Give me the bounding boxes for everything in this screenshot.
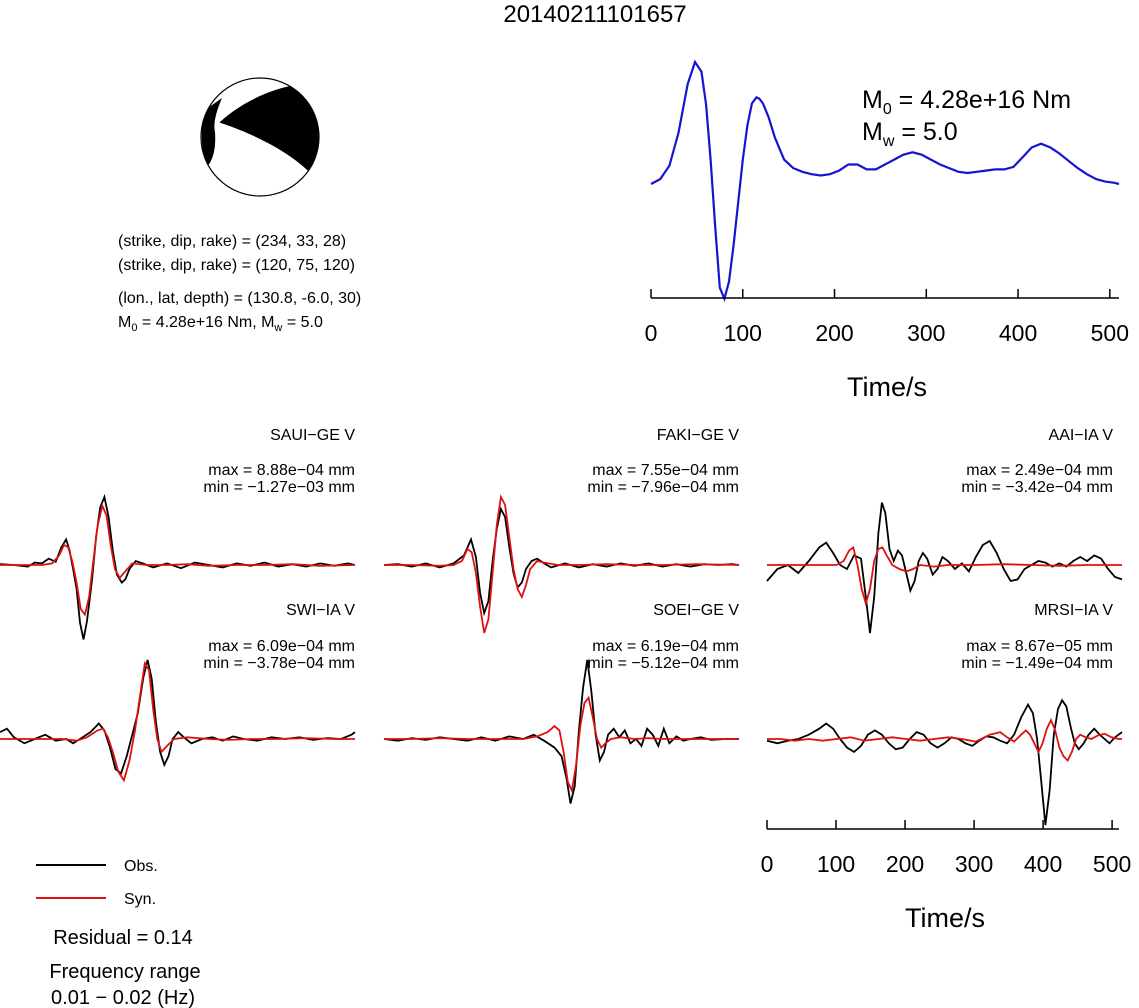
station-min: min = −3.78e−04 mm — [203, 655, 355, 672]
plane1-text: (strike, dip, rake) = (234, 33, 28) — [118, 233, 346, 250]
plane2-text: (strike, dip, rake) = (120, 75, 120) — [118, 257, 355, 274]
moment-value: = 4.28e+16 Nm, M — [137, 314, 274, 331]
magnitude-value: = 5.0 — [282, 314, 323, 331]
beachball — [200, 77, 320, 197]
station-max: max = 7.55e−04 mm — [592, 462, 739, 479]
frequency-range-value: 0.01 − 0.02 (Hz) — [51, 987, 195, 1008]
observed-waveform — [383, 659, 739, 804]
synthetic-waveform — [0, 502, 356, 617]
moment-text: M0 = 4.28e+16 Nm, Mw = 5.0 — [118, 314, 323, 334]
station-max: max = 6.09e−04 mm — [208, 638, 355, 655]
moment-subscript-zero: 0 — [131, 322, 137, 334]
station-label: AAI−IA V — [1049, 427, 1114, 444]
stf-moment-subscript: 0 — [883, 101, 892, 118]
stf-tick-label: 200 — [815, 320, 853, 346]
stf-mw-value: = 5.0 — [894, 118, 957, 146]
stf-tick-label: 0 — [645, 320, 658, 346]
observed-waveform — [383, 506, 740, 617]
station-label: SOEI−GE V — [653, 602, 739, 619]
beachball-nodal-line — [219, 121, 311, 173]
stf-tick-label: 400 — [999, 320, 1037, 346]
synthetic-waveform — [384, 494, 740, 634]
stf-xlabel: Time/s — [847, 372, 927, 402]
station-min: min = −7.96e−04 mm — [587, 479, 739, 496]
observed-waveform — [766, 698, 1123, 826]
waveform-tick-label: 500 — [1093, 851, 1131, 877]
station-min: min = −5.12e−04 mm — [587, 655, 739, 672]
stf-moment-label: M0 = 4.28e+16 Nm — [862, 86, 1071, 118]
synthetic-waveform — [767, 545, 1122, 607]
synthetic-waveform — [0, 660, 355, 783]
station-label: FAKI−GE V — [657, 427, 740, 444]
stf-panel: M0 = 4.28e+16 Nm Mw = 5.0 0 100 200 300 400 5… — [645, 59, 1129, 402]
station-min: min = −3.42e−04 mm — [961, 479, 1113, 496]
synthetic-waveform — [767, 717, 1122, 763]
observed-waveform — [766, 502, 1123, 634]
waveform-xlabel: Time/s — [905, 903, 985, 933]
waveform-tick-label: 400 — [1024, 851, 1062, 877]
moment-m-symbol: M — [118, 314, 131, 331]
magnitude-subscript-w: w — [273, 322, 282, 334]
stf-x-axis: 0 100 200 300 400 500 — [645, 289, 1129, 346]
stf-tick-label: 100 — [724, 320, 762, 346]
legend-syn-label: Syn. — [124, 891, 156, 908]
stf-line — [650, 59, 1120, 303]
stf-tick-label: 500 — [1091, 320, 1129, 346]
station-min: min = −1.49e−04 mm — [961, 655, 1113, 672]
beachball-outline — [200, 77, 320, 197]
legend: Obs. Syn. — [36, 858, 158, 908]
location-text: (lon., lat, depth) = (130.8, -6.0, 30) — [118, 290, 361, 307]
station-max: max = 8.67e−05 mm — [966, 638, 1113, 655]
figure-title: 20140211101657 — [503, 1, 686, 28]
legend-obs-label: Obs. — [124, 858, 158, 875]
station-label: SWI−IA V — [286, 602, 355, 619]
station-label: SAUI−GE V — [270, 427, 355, 444]
waveform-x-axis: 0 100 200 300 400 500 — [761, 820, 1131, 877]
residual-text: Residual = 0.14 — [53, 927, 193, 949]
station-max: max = 8.88e−04 mm — [208, 462, 355, 479]
mechanism-info: (strike, dip, rake) = (234, 33, 28) (str… — [118, 233, 361, 334]
station-min: min = −1.27e−03 mm — [203, 479, 355, 496]
observed-waveform — [0, 493, 356, 640]
beachball-compression-quadrant-small — [201, 98, 222, 168]
waveform-tick-label: 300 — [955, 851, 993, 877]
station-label: MRSI−IA V — [1034, 602, 1113, 619]
stf-mw-label: Mw = 5.0 — [862, 118, 958, 150]
stf-tick-label: 300 — [907, 320, 945, 346]
station-max: max = 6.19e−04 mm — [592, 638, 739, 655]
waveform-tick-label: 100 — [817, 851, 855, 877]
beachball-compression-quadrant — [220, 86, 319, 172]
frequency-range-label: Frequency range — [49, 961, 200, 983]
synthetic-waveform — [384, 695, 739, 794]
stf-moment-value: = 4.28e+16 Nm — [892, 86, 1071, 114]
waveform-tick-label: 200 — [886, 851, 924, 877]
stf-mw-subscript: w — [882, 133, 895, 150]
station-max: max = 2.49e−04 mm — [966, 462, 1113, 479]
waveform-tick-label: 0 — [761, 851, 774, 877]
observed-waveform — [0, 659, 356, 775]
